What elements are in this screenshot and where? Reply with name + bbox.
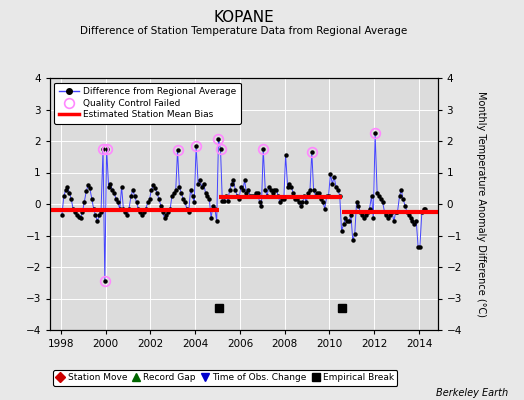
Text: KOPANE: KOPANE — [213, 10, 274, 25]
Legend: Station Move, Record Gap, Time of Obs. Change, Empirical Break: Station Move, Record Gap, Time of Obs. C… — [53, 370, 398, 386]
Text: Difference of Station Temperature Data from Regional Average: Difference of Station Temperature Data f… — [80, 26, 407, 36]
Legend: Difference from Regional Average, Quality Control Failed, Estimated Station Mean: Difference from Regional Average, Qualit… — [54, 82, 241, 124]
Text: Berkeley Earth: Berkeley Earth — [436, 388, 508, 398]
Y-axis label: Monthly Temperature Anomaly Difference (°C): Monthly Temperature Anomaly Difference (… — [476, 91, 486, 317]
